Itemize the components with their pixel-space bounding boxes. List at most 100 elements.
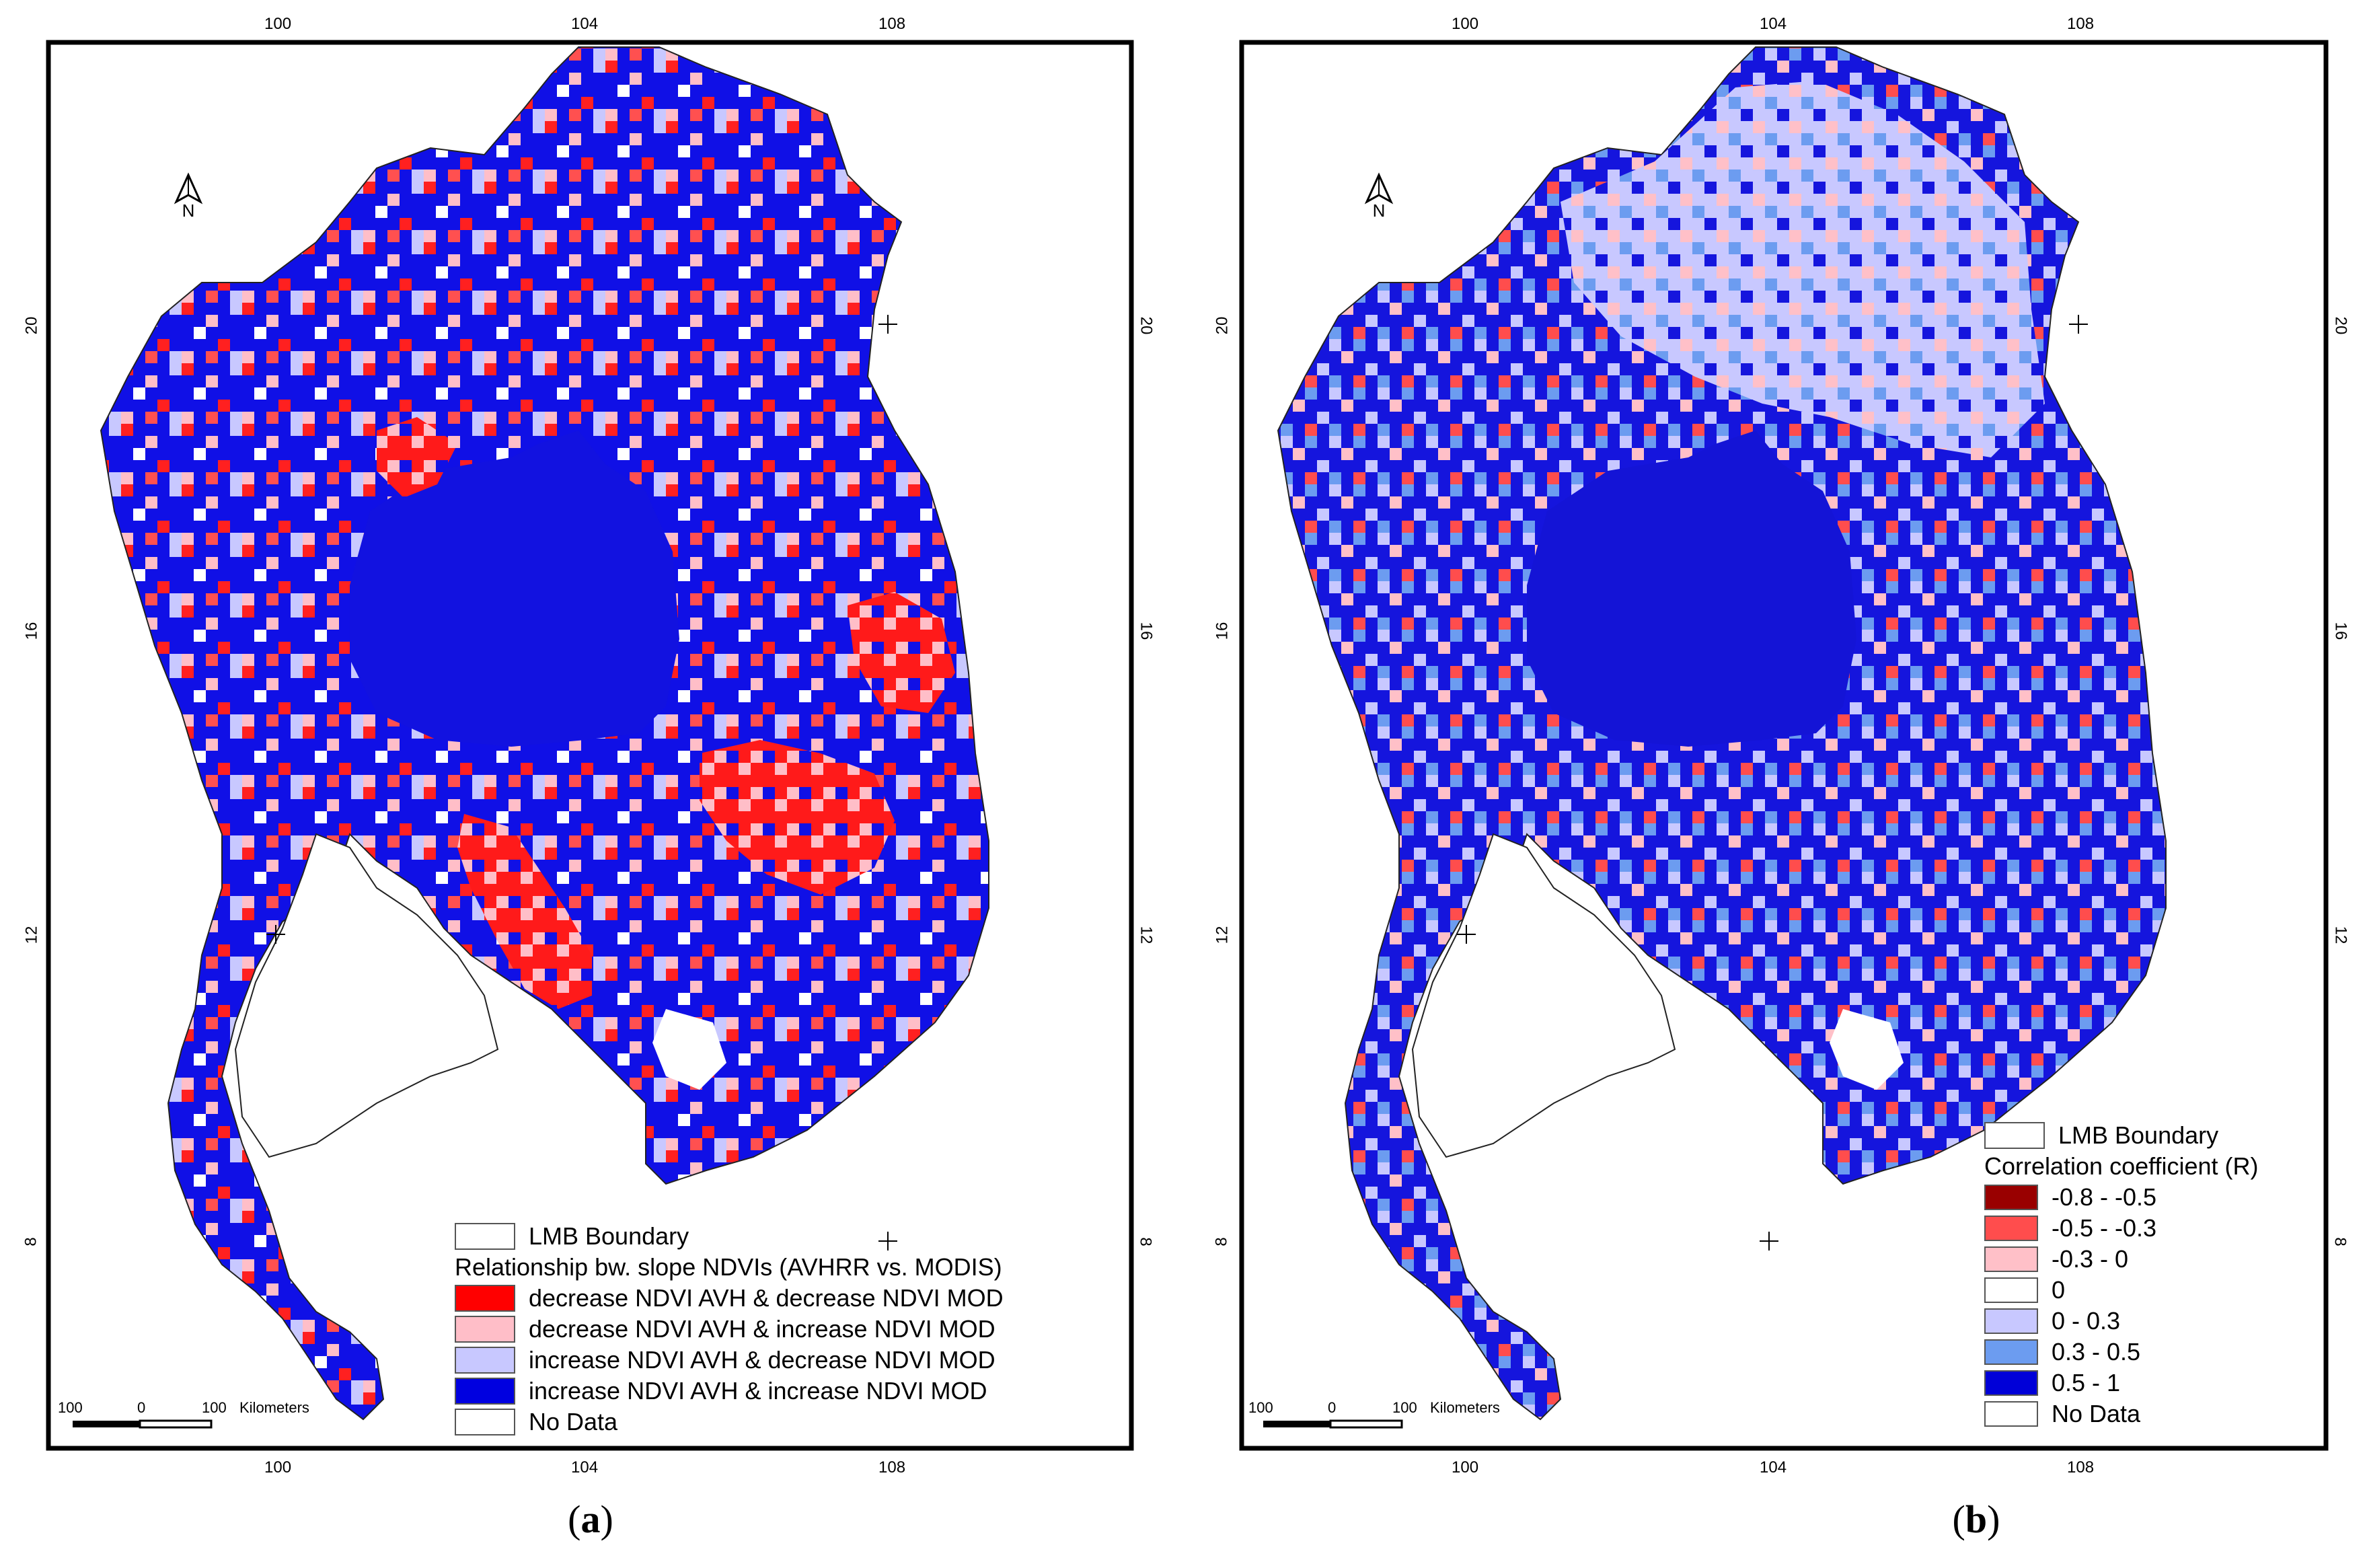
- a-legend-title: Relationship bw. slope NDVIs (AVHRR vs. …: [455, 1253, 1002, 1281]
- b-left-tick-8: 8: [1212, 1237, 1231, 1246]
- map-panel-b: 100 104 108 100 104 108 20 16 12 8 20 16…: [1184, 0, 2367, 1568]
- b-legend-item: No Data: [1984, 1398, 2259, 1429]
- a-right-tick-20: 20: [1137, 316, 1156, 335]
- b-bottom-tick-100: 100: [1452, 1458, 1479, 1477]
- b-legend-boundary-swatch: [1984, 1122, 2045, 1149]
- a-legend-swatch: [455, 1285, 515, 1312]
- map-a-north-arrow-icon: [174, 172, 203, 204]
- map-b-khorat-plateau: [1527, 431, 1856, 747]
- b-right-tick-8: 8: [2331, 1237, 2350, 1246]
- a-legend-label: No Data: [529, 1408, 618, 1435]
- b-legend-label: 0.5 - 1: [2052, 1369, 2121, 1396]
- b-left-tick-20: 20: [1213, 316, 1232, 335]
- map-b-scale-bar: [1263, 1419, 1403, 1429]
- b-left-tick-12: 12: [1213, 926, 1232, 944]
- a-left-tick-8: 8: [22, 1237, 40, 1246]
- map-a-khorat-plateau: [350, 431, 679, 747]
- map-b-gulf-water: [1411, 833, 1676, 1158]
- b-right-tick-16: 16: [2331, 622, 2350, 640]
- b-legend-label: -0.3 - 0: [2052, 1245, 2129, 1273]
- a-legend-label: decrease NDVI AVH & increase NDVI MOD: [529, 1315, 995, 1343]
- b-top-tick-108: 108: [2067, 15, 2095, 33]
- b-legend-swatch: [1984, 1370, 2038, 1396]
- b-legend-label: 0.3 - 0.5: [2052, 1338, 2141, 1366]
- b-legend-label: No Data: [2052, 1400, 2141, 1427]
- map-a-canvas: [46, 40, 1134, 1451]
- map-a-red-zone-1: [457, 814, 592, 1009]
- b-legend-swatch: [1984, 1246, 2038, 1272]
- a-legend-swatch: [455, 1316, 515, 1343]
- a-legend-item: increase NDVI AVH & increase NDVI MOD: [455, 1376, 1004, 1407]
- map-b-northern-highlands: [1561, 81, 2045, 457]
- map-a-red-zone-3: [377, 417, 457, 498]
- b-legend-items: -0.8 - -0.5 -0.5 - -0.3 -0.3 - 0 0 0 - 0.3 0.…: [1984, 1182, 2259, 1429]
- a-top-tick-104: 104: [571, 15, 599, 33]
- a-legend-label: increase NDVI AVH & decrease NDVI MOD: [529, 1346, 995, 1374]
- a-bottom-tick-104: 104: [571, 1458, 599, 1477]
- map-a-graticule-crosses: [266, 315, 897, 1250]
- b-legend-item: 0: [1984, 1275, 2259, 1306]
- map-a-red-zone-4: [848, 592, 955, 713]
- a-legend-item: decrease NDVI AVH & decrease NDVI MOD: [455, 1283, 1004, 1314]
- b-legend: LMB Boundary Correlation coefficient (R)…: [1984, 1120, 2259, 1429]
- a-legend-label: decrease NDVI AVH & decrease NDVI MOD: [529, 1284, 1004, 1312]
- b-caption: (b): [1952, 1497, 2000, 1541]
- b-right-tick-12: 12: [2331, 926, 2350, 944]
- a-legend-swatch: [455, 1347, 515, 1374]
- a-legend-item: decrease NDVI AVH & increase NDVI MOD: [455, 1314, 1004, 1345]
- a-left-tick-12: 12: [22, 926, 41, 944]
- a-top-tick-108: 108: [878, 15, 906, 33]
- b-legend-boundary: LMB Boundary: [1984, 1120, 2259, 1151]
- b-legend-swatch: [1984, 1339, 2038, 1365]
- map-panel-a: 100 104 108 100 104 108 20 16 12 8 20 16…: [22, 15, 1156, 1542]
- b-north-label: N: [1372, 200, 1386, 221]
- a-left-tick-20: 20: [22, 316, 41, 335]
- b-top-tick-104: 104: [1760, 15, 1787, 33]
- a-legend-boundary-swatch: [455, 1223, 515, 1250]
- b-legend-item: 0 - 0.3: [1984, 1306, 2259, 1337]
- a-top-tick-100: 100: [264, 15, 292, 33]
- b-legend-title: Correlation coefficient (R): [1984, 1152, 2259, 1180]
- b-legend-swatch: [1984, 1277, 2038, 1303]
- b-legend-item: -0.8 - -0.5: [1984, 1182, 2259, 1213]
- b-legend-swatch: [1984, 1216, 2038, 1241]
- a-legend-swatch: [455, 1409, 515, 1435]
- map-b-graticule-crosses: [1457, 315, 2088, 1250]
- a-right-tick-12: 12: [1137, 926, 1156, 944]
- a-bottom-tick-108: 108: [878, 1458, 906, 1477]
- a-north-label: N: [182, 200, 195, 221]
- b-legend-label: 0 - 0.3: [2052, 1307, 2121, 1335]
- b-legend-swatch: [1984, 1185, 2038, 1210]
- a-legend: LMB Boundary Relationship bw. slope NDVI…: [455, 1221, 1004, 1438]
- b-right-tick-20: 20: [2331, 316, 2350, 335]
- a-caption: (a): [568, 1497, 613, 1541]
- map-a-nodata-patch: [652, 1009, 726, 1090]
- a-bottom-tick-100: 100: [264, 1458, 292, 1477]
- b-left-tick-16: 16: [1213, 622, 1232, 640]
- b-legend-swatch: [1984, 1401, 2038, 1427]
- map-b-north-arrow-icon: [1364, 172, 1394, 204]
- a-left-tick-16: 16: [22, 622, 41, 640]
- b-legend-label: -0.5 - -0.3: [2052, 1214, 2157, 1242]
- b-legend-swatch: [1984, 1308, 2038, 1334]
- a-right-tick-8: 8: [1136, 1237, 1155, 1246]
- b-legend-label: -0.8 - -0.5: [2052, 1183, 2157, 1211]
- map-a-scale-bar: [73, 1419, 213, 1429]
- a-legend-swatch: [455, 1378, 515, 1405]
- b-bottom-tick-108: 108: [2067, 1458, 2095, 1477]
- a-legend-label: increase NDVI AVH & increase NDVI MOD: [529, 1377, 987, 1405]
- a-legend-item: increase NDVI AVH & decrease NDVI MOD: [455, 1345, 1004, 1376]
- b-legend-item: -0.3 - 0: [1984, 1244, 2259, 1275]
- b-legend-item: 0.3 - 0.5: [1984, 1337, 2259, 1368]
- b-legend-item: -0.5 - -0.3: [1984, 1213, 2259, 1244]
- a-legend-boundary: LMB Boundary: [455, 1221, 1004, 1252]
- map-b-canvas: [1239, 40, 2329, 1451]
- a-right-tick-16: 16: [1137, 622, 1156, 640]
- b-bottom-tick-104: 104: [1760, 1458, 1787, 1477]
- map-a-red-zone-2: [700, 740, 895, 895]
- a-legend-item: No Data: [455, 1407, 1004, 1438]
- map-b-nodata-patch: [1830, 1009, 1904, 1090]
- b-legend-label: 0: [2052, 1276, 2066, 1304]
- b-top-tick-100: 100: [1452, 15, 1479, 33]
- map-a-gulf-water: [234, 833, 499, 1158]
